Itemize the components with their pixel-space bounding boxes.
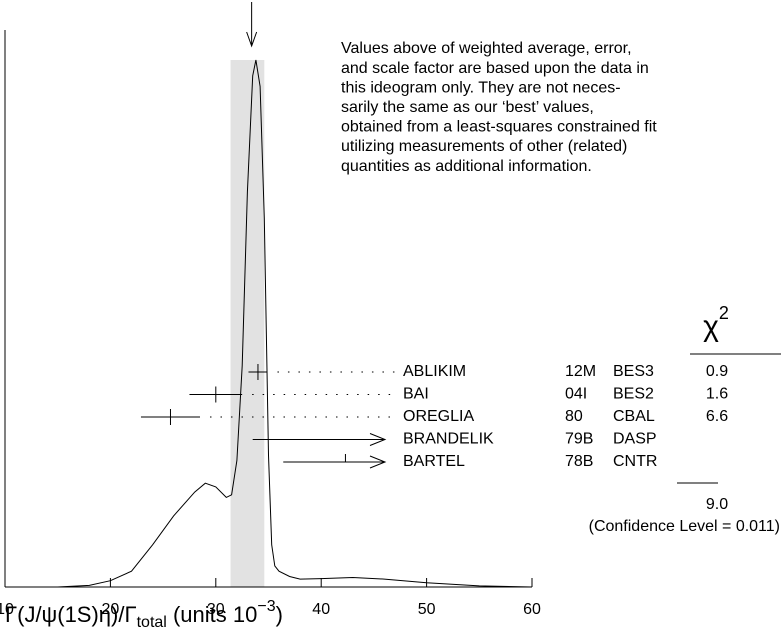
measurement-year: 79B xyxy=(565,431,593,448)
limit-arrow xyxy=(252,433,387,446)
note-line: sarily the same as our ‘best’ values, xyxy=(341,99,594,116)
measurement-name: BAI xyxy=(403,386,429,403)
measurement-experiment: BES3 xyxy=(613,363,654,380)
x-label-close: ) xyxy=(276,602,283,627)
x-label-units: (units 10 xyxy=(167,602,258,627)
measurement-experiment: CNTR xyxy=(613,453,657,470)
limit-arrow xyxy=(283,455,387,469)
measurement-chi2: 0.9 xyxy=(706,363,728,380)
chi2-symbol: χ xyxy=(703,310,719,343)
measurement-name: BRANDELIK xyxy=(403,431,494,448)
measurement-year: 04I xyxy=(565,386,587,403)
measurement-year: 12M xyxy=(565,363,596,380)
confidence-level: (Confidence Level = 0.011) xyxy=(589,518,780,535)
note-line: Values above of weighted average, error, xyxy=(341,40,632,57)
chi2-header: χ2 xyxy=(703,303,729,343)
x-tick-label: 40 xyxy=(312,601,330,618)
x-tick-label: 30 xyxy=(207,601,225,618)
measurement-name: BARTEL xyxy=(403,453,465,470)
average-arrow xyxy=(246,2,258,48)
measurement-chi2: 1.6 xyxy=(706,386,728,403)
x-label-exp: −3 xyxy=(257,598,275,615)
measurement-year: 80 xyxy=(565,408,583,425)
measurement-experiment: DASP xyxy=(613,431,657,448)
measurement-chi2: 6.6 xyxy=(706,408,728,425)
x-tick-label: 50 xyxy=(418,601,436,618)
x-tick-label: 10 xyxy=(0,601,14,618)
chi2-exponent: 2 xyxy=(719,303,729,323)
note-line: and scale factor are based upon the data… xyxy=(341,60,649,77)
note: Values above of weighted average, error,… xyxy=(341,40,657,175)
note-line: utilizing measurements of other (related… xyxy=(341,138,627,155)
measurement-name: ABLIKIM xyxy=(403,363,466,380)
x-tick-label: 20 xyxy=(102,601,120,618)
measurement-year: 78B xyxy=(565,453,593,470)
note-line: quantities as additional information. xyxy=(341,158,592,175)
measurement-experiment: BES2 xyxy=(613,386,654,403)
average-band xyxy=(230,60,265,587)
x-label-main: Γ(J/ψ(1S)η)/Γ xyxy=(5,602,137,627)
note-line: obtained from a least-squares constraine… xyxy=(341,119,657,136)
x-axis-label: Γ(J/ψ(1S)η)/Γtotal (units 10−3) xyxy=(5,598,283,631)
measurement-name: OREGLIA xyxy=(403,408,474,425)
ideogram-curve xyxy=(5,59,533,588)
x-tick-label: 60 xyxy=(523,601,541,618)
chi2-total: 9.0 xyxy=(706,496,728,513)
measurement-experiment: CBAL xyxy=(613,408,655,425)
note-line: this ideogram only. They are not neces- xyxy=(341,79,621,96)
x-label-sub: total xyxy=(137,614,167,631)
